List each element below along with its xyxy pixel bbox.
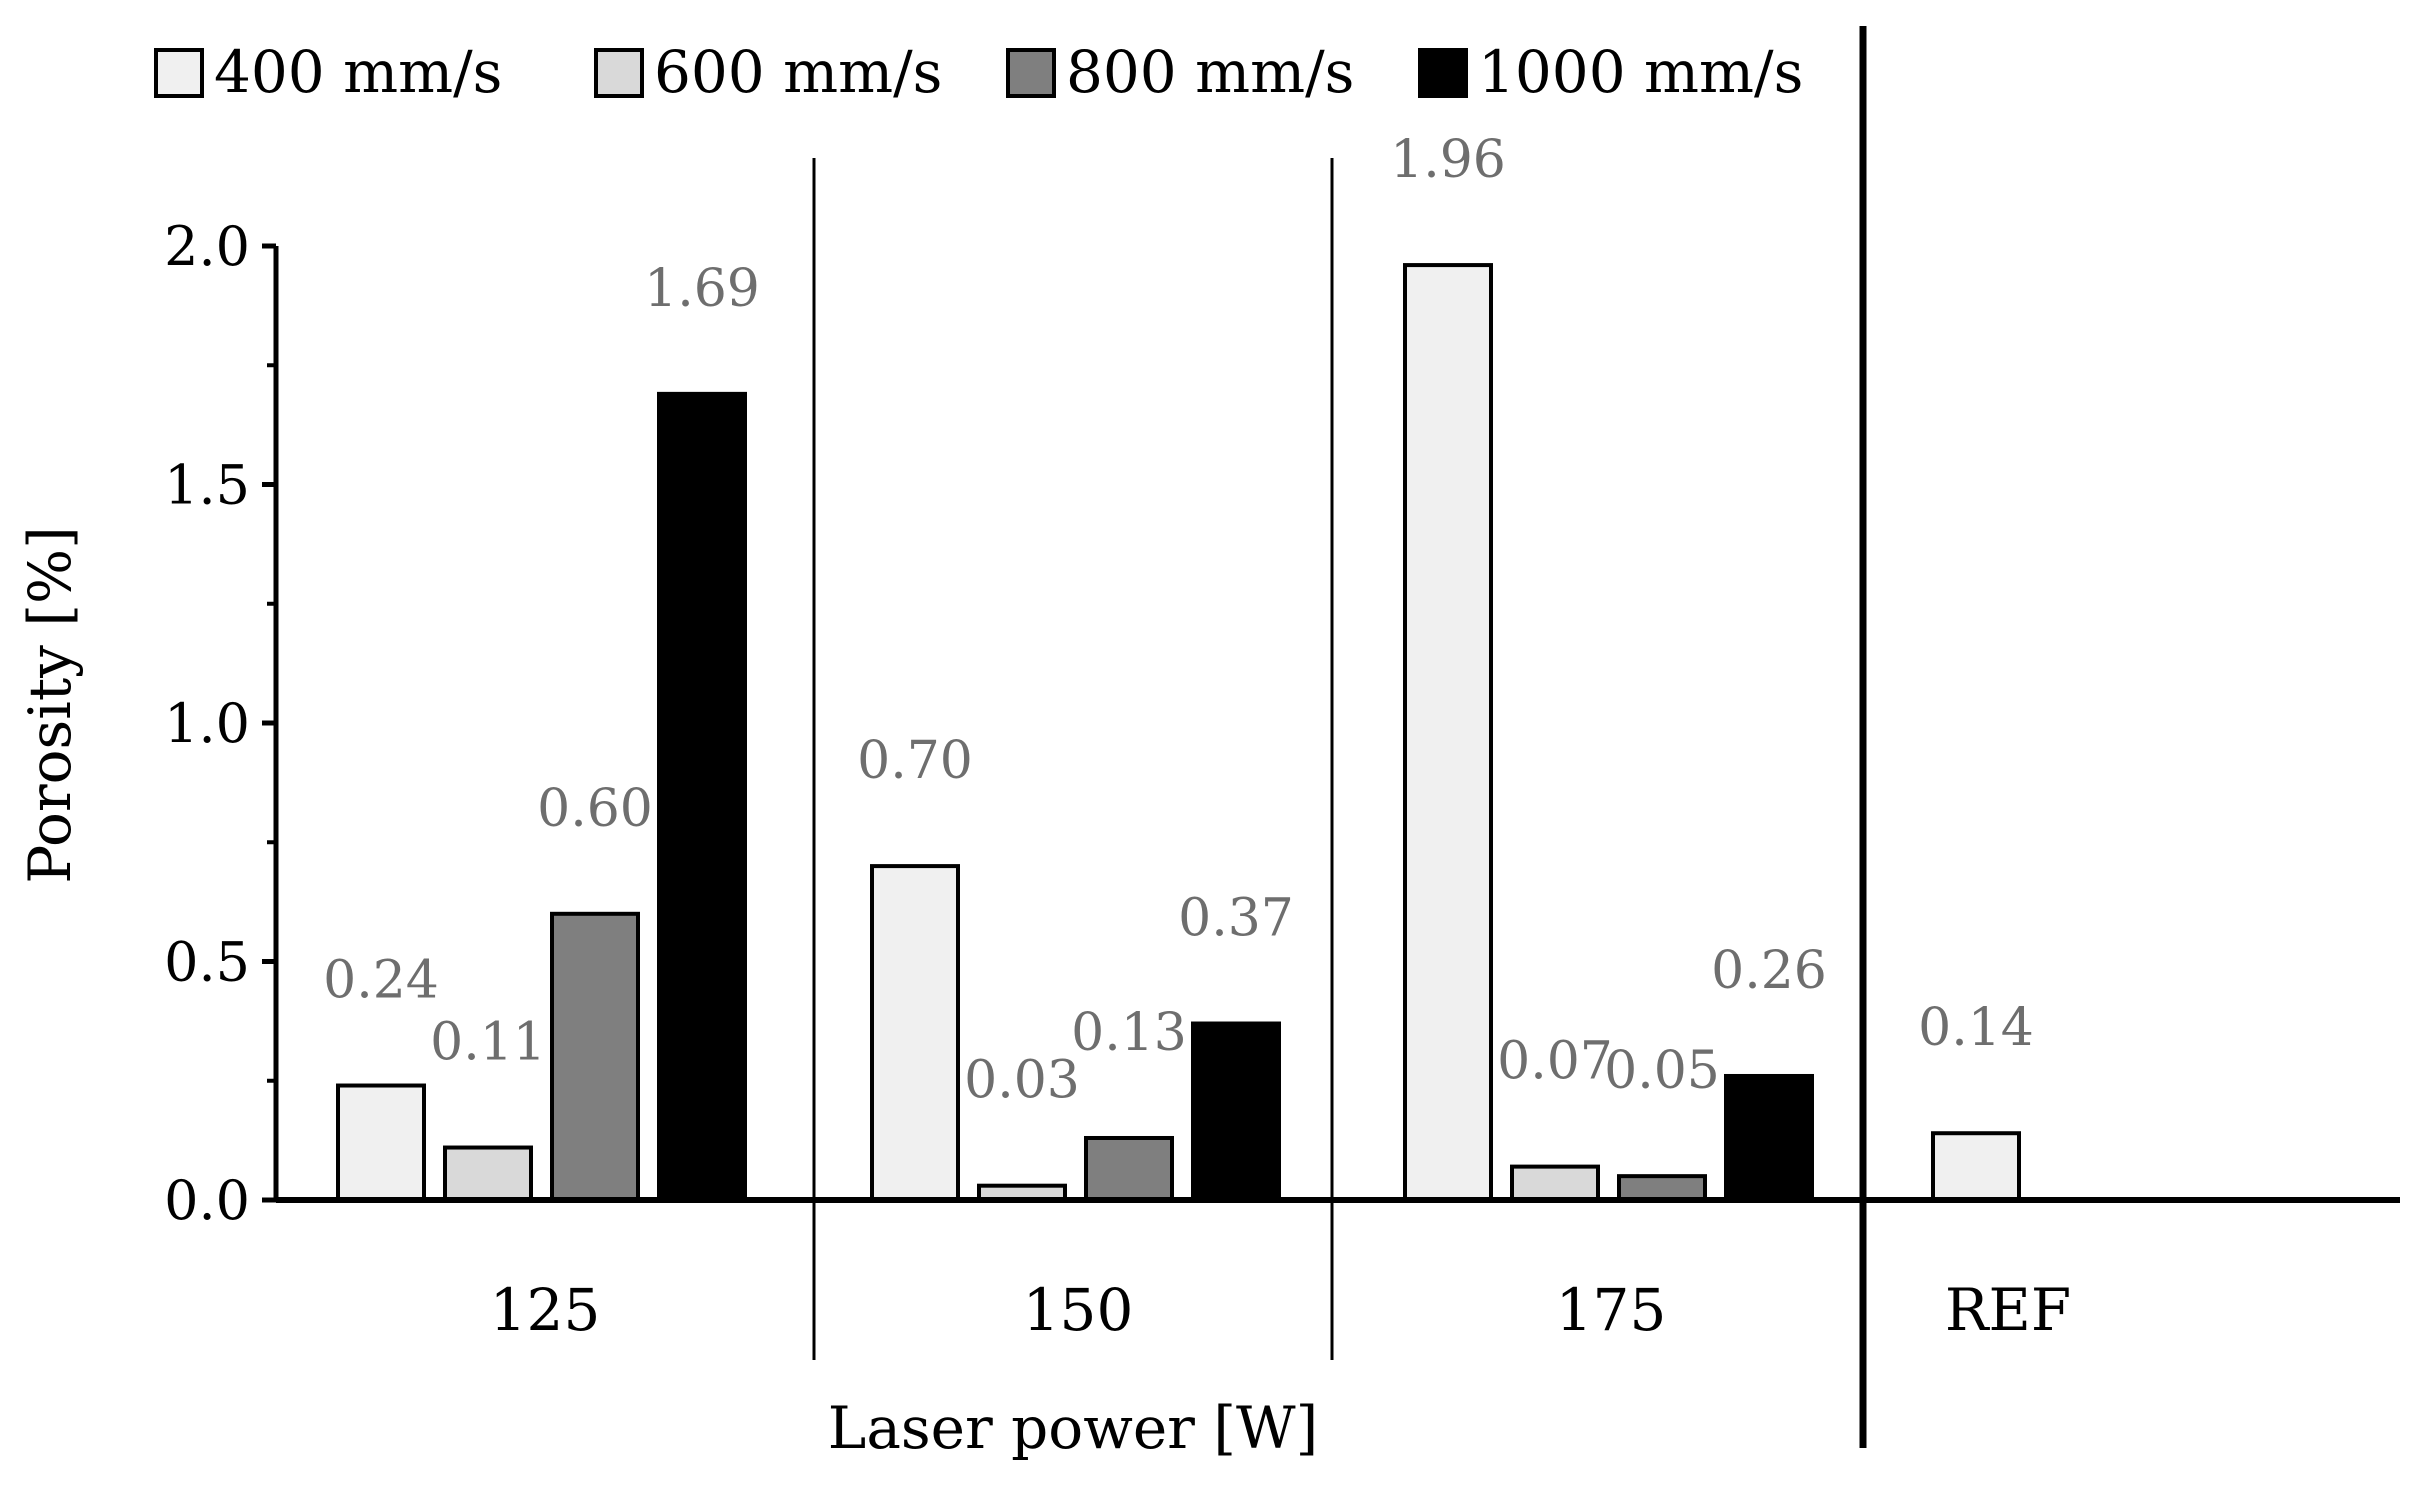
data-label: 1.96 — [1390, 130, 1506, 190]
data-label: 1.69 — [644, 259, 760, 319]
x-category-label: 125 — [490, 1276, 601, 1344]
x-axis-title: Laser power [W] — [828, 1394, 1318, 1462]
bar — [870, 864, 960, 1202]
data-label: 0.13 — [1071, 1003, 1187, 1063]
y-tick-label: 1.0 — [164, 692, 250, 755]
legend: 400 mm/s 600 mm/s 800 mm/s 1000 mm/s — [154, 38, 1803, 106]
x-axis: 125 150 175 REF — [276, 1197, 2400, 1344]
bar — [336, 1083, 426, 1203]
data-label: 0.05 — [1604, 1041, 1720, 1101]
bar — [1084, 1135, 1174, 1202]
bar — [1617, 1174, 1707, 1203]
legend-item: 400 mm/s — [154, 38, 502, 106]
legend-label: 800 mm/s — [1066, 38, 1354, 106]
bar — [1510, 1164, 1600, 1202]
data-label: 0.11 — [430, 1013, 546, 1073]
legend-swatch — [1418, 48, 1468, 98]
legend-swatch — [154, 48, 204, 98]
legend-item: 1000 mm/s — [1418, 38, 1803, 106]
bar — [1931, 1131, 2021, 1202]
legend-label: 1000 mm/s — [1478, 38, 1803, 106]
data-label: 0.26 — [1711, 941, 1827, 1001]
legend-swatch — [594, 48, 644, 98]
bars — [336, 263, 2021, 1203]
x-category-label: REF — [1945, 1276, 2071, 1344]
y-tick-label: 0.0 — [164, 1169, 250, 1232]
y-axis-title: Porosity [%] — [16, 526, 84, 883]
bar — [1403, 263, 1493, 1202]
bar — [657, 391, 747, 1202]
data-labels: 0.24 0.70 1.96 0.14 0.11 0.03 0.07 0.60 0.13 0.05… — [323, 130, 2034, 1111]
bar — [1191, 1021, 1281, 1203]
x-category-label: 175 — [1556, 1276, 1667, 1344]
y-tick-label: 1.5 — [164, 454, 250, 517]
legend-item: 600 mm/s — [594, 38, 942, 106]
bar — [1724, 1073, 1814, 1202]
legend-item: 800 mm/s — [1006, 38, 1354, 106]
bar — [443, 1145, 533, 1203]
bar — [550, 911, 640, 1202]
data-label: 0.14 — [1918, 998, 2034, 1058]
y-axis: 0.0 0.5 1.0 1.5 2.0 — [164, 215, 279, 1232]
y-tick-label: 0.5 — [164, 931, 250, 994]
data-label: 0.70 — [857, 731, 973, 791]
data-label: 0.37 — [1178, 889, 1294, 949]
legend-swatch — [1006, 48, 1056, 98]
data-label: 0.07 — [1497, 1032, 1613, 1092]
legend-label: 600 mm/s — [654, 38, 942, 106]
legend-label: 400 mm/s — [214, 38, 502, 106]
x-category-label: 150 — [1023, 1276, 1134, 1344]
group-dividers — [812, 26, 1867, 1448]
data-label: 0.60 — [537, 779, 653, 839]
data-label: 0.03 — [964, 1051, 1080, 1111]
data-label: 0.24 — [323, 951, 439, 1011]
y-tick-label: 2.0 — [164, 215, 250, 278]
